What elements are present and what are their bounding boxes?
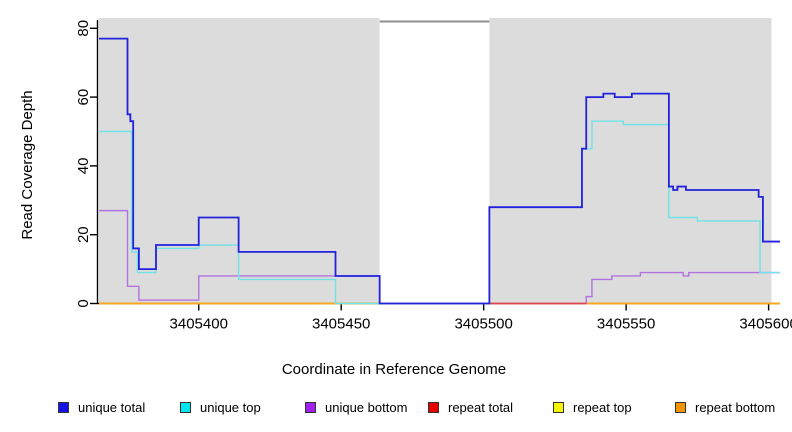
legend-label-repeat-top: repeat top [573,399,632,415]
legend-item-repeat-top: repeat top [553,399,632,415]
x-tick-label: 3405550 [597,316,655,333]
x-tick-label: 3405450 [312,316,370,333]
legend-item-unique-top: unique top [180,399,261,415]
legend-label-repeat-total: repeat total [448,399,514,415]
legend-label-unique-total: unique total [78,399,146,415]
legend-swatch-repeat-bottom [675,401,686,413]
legend-item-repeat-bottom: repeat bottom [675,399,775,415]
x-axis-title: Coordinate in Reference Genome [282,361,506,378]
x-tick-label: 3405600 [739,316,792,333]
legend-swatch-unique-top [180,401,191,413]
x-tick-label: 3405400 [170,316,228,333]
y-tick-label: 60 [75,89,92,106]
legend-item-repeat-total: repeat total [428,399,513,415]
series-line-unique-bottom [99,209,780,305]
y-tick-label: 0 [75,299,92,307]
x-tick-label: 3405500 [454,316,512,333]
legend-swatch-unique-total [58,401,69,413]
legend-swatch-repeat-top [553,401,564,413]
legend-item-unique-total: unique total [58,399,145,415]
y-axis-title: Read Coverage Depth [19,90,36,239]
masked-region [379,19,490,304]
y-tick-label: 80 [75,20,92,37]
legend-label-unique-bottom: unique bottom [325,399,408,415]
panel-background [489,18,772,304]
legend-item-unique-bottom: unique bottom [305,399,407,415]
series-line-unique-total [99,37,780,305]
panel-background [99,18,380,304]
legend-label-repeat-bottom: repeat bottom [695,399,776,415]
legend-label-unique-top: unique top [200,399,261,415]
legend-swatch-unique-bottom [305,401,316,413]
y-tick-label: 20 [75,226,92,243]
legend-swatch-repeat-total [428,401,439,413]
y-tick-label: 40 [75,158,92,175]
